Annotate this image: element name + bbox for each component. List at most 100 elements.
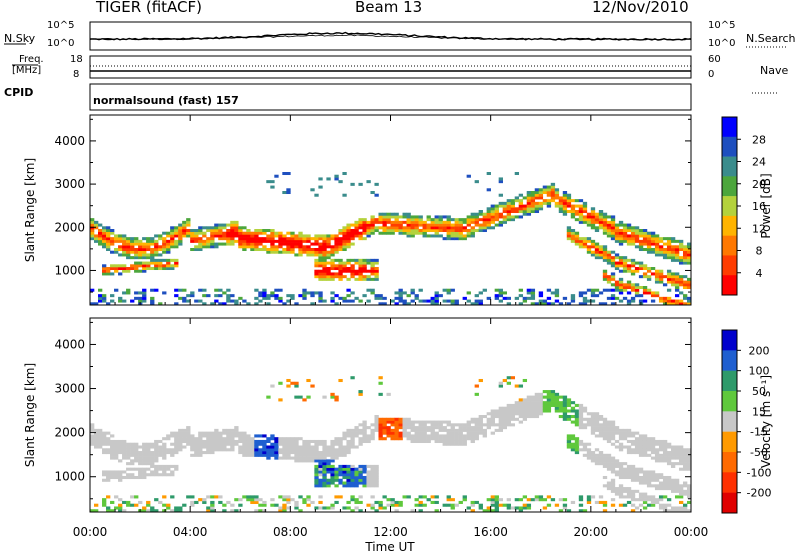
power-cell xyxy=(206,242,211,246)
velocity-cell xyxy=(266,395,271,399)
velocity-cell xyxy=(498,381,503,385)
power-cell xyxy=(426,299,431,303)
velocity-cell xyxy=(274,453,279,457)
power-cell xyxy=(558,302,564,306)
power-cell xyxy=(134,267,139,271)
velocity-cell xyxy=(418,426,423,430)
velocity-cell xyxy=(174,445,179,449)
power-cell xyxy=(318,272,323,276)
power-cell xyxy=(338,239,343,243)
power-cell xyxy=(686,299,692,303)
power-cell xyxy=(174,226,179,230)
velocity-cell xyxy=(626,487,632,491)
velocity-cell xyxy=(338,453,343,457)
velocity-cell xyxy=(610,459,616,463)
velocity-cell xyxy=(618,503,624,507)
velocity-cell xyxy=(346,448,351,452)
power-cell xyxy=(530,288,536,292)
power-cell xyxy=(362,218,367,222)
velocity-cell xyxy=(302,459,307,463)
velocity-cell xyxy=(298,437,303,441)
velocity-cell xyxy=(354,426,359,430)
power-cell xyxy=(230,226,235,230)
power-cell xyxy=(630,264,636,268)
velocity-cell xyxy=(214,439,219,444)
power-cell xyxy=(590,215,596,219)
velocity-cell xyxy=(578,498,584,502)
velocity-cell xyxy=(666,475,672,480)
power-cell xyxy=(674,294,680,298)
colorbar-tick-label: 28 xyxy=(752,133,766,146)
power-cell xyxy=(354,258,359,262)
velocity-cell xyxy=(394,426,399,430)
velocity-cell xyxy=(666,456,672,460)
power-cell xyxy=(334,245,339,249)
velocity-cell xyxy=(394,500,399,504)
power-cell xyxy=(654,280,660,284)
velocity-cell xyxy=(618,484,624,488)
velocity-cell xyxy=(634,448,640,452)
velocity-cell xyxy=(626,492,632,496)
velocity-cell xyxy=(526,403,532,407)
power-cell xyxy=(342,299,347,303)
velocity-cell xyxy=(298,495,303,499)
power-cell xyxy=(566,199,572,203)
velocity-cell xyxy=(574,403,580,407)
power-cell xyxy=(186,218,191,222)
power-cell xyxy=(610,231,616,235)
power-cell xyxy=(602,248,608,252)
velocity-cell xyxy=(214,442,219,446)
power-cell xyxy=(278,231,283,235)
y-tick-label: 3000 xyxy=(54,177,85,191)
velocity-cell xyxy=(278,398,283,402)
velocity-cell xyxy=(502,423,507,427)
velocity-cell xyxy=(118,498,123,502)
velocity-cell xyxy=(586,456,592,460)
power-cell xyxy=(562,196,568,200)
velocity-cell xyxy=(282,495,287,499)
velocity-cell xyxy=(630,478,636,482)
nave-label: Nave xyxy=(760,64,789,77)
velocity-cell xyxy=(106,451,111,455)
power-cell xyxy=(158,258,163,262)
velocity-cell xyxy=(466,506,471,510)
velocity-cell xyxy=(150,445,155,449)
velocity-cell xyxy=(490,500,495,504)
power-cell xyxy=(330,248,335,252)
power-cell xyxy=(602,220,608,224)
power-cell xyxy=(322,269,327,273)
velocity-cell xyxy=(630,495,636,499)
power-cell xyxy=(134,261,139,265)
velocity-cell xyxy=(558,409,564,413)
power-cell xyxy=(142,294,147,298)
power-cell xyxy=(138,269,143,273)
power-cell xyxy=(454,226,459,230)
power-cell xyxy=(330,299,335,303)
power-cell xyxy=(634,261,640,265)
velocity-cell xyxy=(318,467,323,471)
velocity-cell xyxy=(498,420,503,424)
velocity-cell xyxy=(310,384,315,388)
power-cell xyxy=(534,188,540,192)
velocity-cell xyxy=(230,503,235,507)
power-cell xyxy=(90,231,95,235)
power-cell xyxy=(134,253,139,257)
power-cell xyxy=(662,302,668,306)
power-cell xyxy=(346,258,351,262)
velocity-cell xyxy=(290,445,295,449)
power-cell xyxy=(186,299,191,303)
velocity-cell xyxy=(266,445,271,449)
power-cell xyxy=(598,220,604,224)
power-cell xyxy=(314,291,319,295)
power-cell xyxy=(658,245,664,249)
power-cell xyxy=(670,299,676,303)
velocity-cell xyxy=(382,431,387,435)
power-cell xyxy=(450,218,455,222)
power-cell xyxy=(362,264,367,268)
velocity-cell xyxy=(198,451,203,455)
velocity-cell xyxy=(498,415,503,419)
power-cell xyxy=(514,210,520,214)
velocity-cell xyxy=(562,395,568,399)
x-tick-label: 20:00 xyxy=(574,525,609,539)
power-cell xyxy=(486,215,491,219)
